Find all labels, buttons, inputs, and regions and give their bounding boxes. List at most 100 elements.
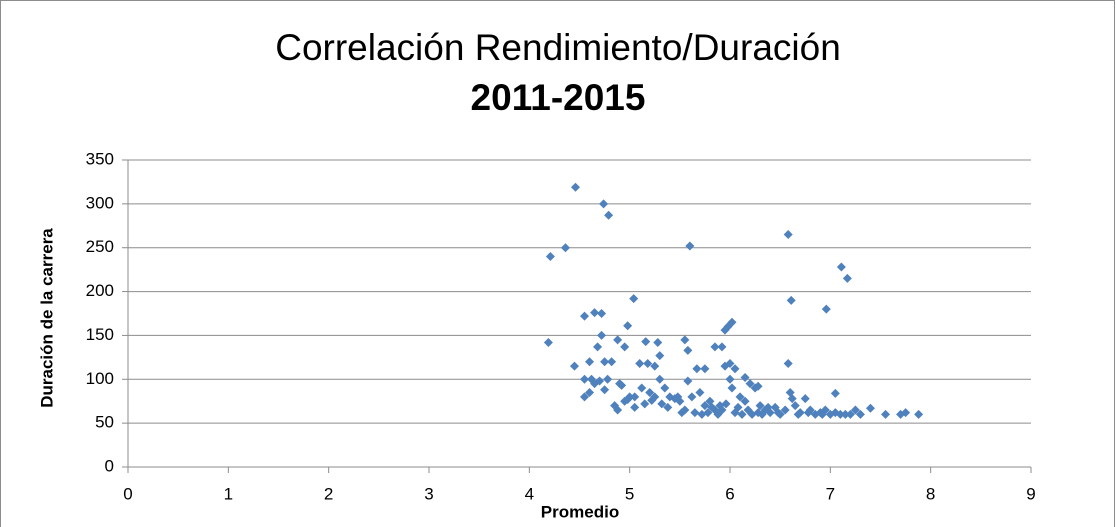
scatter-point [735,392,745,402]
scatter-point [687,392,697,402]
scatter-point [580,392,590,402]
scatter-point [727,383,737,393]
scatter-point [850,405,860,415]
scatter-point [881,409,891,419]
scatter-point [725,358,735,368]
scatter-point [545,251,555,261]
scatter-point [803,408,813,418]
scatter-point [783,358,793,368]
scatter-point [590,308,600,318]
scatter-point [692,364,702,374]
scatter-point [836,262,846,272]
scatter-point [623,321,633,331]
y-tick-label: 250 [86,237,114,256]
scatter-point [585,357,595,367]
scatter-point [753,381,763,391]
scatter-point [655,351,665,361]
x-tick-label: 8 [926,484,935,503]
scatter-point [677,408,687,418]
scatter-point [821,304,831,314]
scatter-point [703,408,713,418]
scatter-point [710,342,720,352]
scatter-point [721,399,731,409]
scatter-point [840,409,850,419]
scatter-point [600,357,610,367]
scatter-point [597,330,607,340]
y-tick-label: 200 [86,281,114,300]
scatter-point [604,210,614,220]
scatter-point [585,387,595,397]
scatter-point [745,379,755,389]
x-tick-label: 9 [1026,484,1035,503]
scatter-point [786,295,796,305]
scatter-point [740,396,750,406]
scatter-point [707,402,717,412]
scatter-point [641,337,651,347]
scatter-point [773,408,783,418]
scatter-point [914,409,924,419]
scatter-point [700,364,710,374]
scatter-point [650,361,660,371]
scatter-point [830,408,840,418]
scatter-point [597,309,607,318]
scatter-point [717,405,727,415]
scatter-point [570,182,580,192]
scatter-point [855,409,865,419]
y-tick-label: 0 [105,456,114,475]
scatter-point [683,345,693,355]
scatter-point [737,409,747,419]
x-tick-label: 4 [525,484,534,503]
scatter-point [757,409,767,419]
scatter-point [733,402,743,412]
scatter-point [790,401,800,411]
scatter-point [663,402,673,412]
scatter-point [725,374,735,384]
x-tick-label: 3 [424,484,433,503]
scatter-point [763,402,773,412]
scatter-point [613,405,623,415]
scatter-point [630,402,640,412]
scatter-point [727,317,737,327]
scatter-point [817,409,827,419]
y-tick-label: 100 [86,369,114,388]
scatter-point [629,294,639,304]
y-axis-label: Duración de la carrera [37,228,56,408]
x-tick-label: 6 [725,484,734,503]
scatter-point [660,383,670,393]
scatter-point [783,230,793,240]
scatter-point [842,273,852,283]
scatter-point [793,409,803,419]
scatter-point [543,337,553,347]
scatter-point [635,358,645,368]
y-tick-label: 300 [86,193,114,212]
scatter-point [560,243,570,253]
scatter-point [683,376,693,386]
scatter-point [740,373,750,383]
scatter-point [580,311,590,321]
scatter-point [780,405,790,415]
scatter-point [830,388,840,398]
scatter-point [800,394,810,404]
scatter-point [901,408,911,418]
scatter-point [607,357,617,367]
scatter-point [640,399,650,409]
scatter-point [647,395,657,405]
scatter-point [657,399,667,409]
x-tick-label: 1 [224,484,233,503]
scatter-point [630,392,640,402]
scatter-point [755,401,765,411]
y-tick-label: 350 [86,149,114,168]
x-tick-label: 0 [123,484,132,503]
scatter-point [730,364,740,374]
scatter-point [613,335,623,345]
scatter-point [865,403,875,413]
scatter-point [655,374,665,384]
scatter-point [569,361,579,371]
x-tick-label: 7 [826,484,835,503]
y-tick-label: 50 [95,413,114,432]
scatter-point [637,383,647,393]
scatter-point [695,387,705,397]
scatter-point [603,374,613,384]
